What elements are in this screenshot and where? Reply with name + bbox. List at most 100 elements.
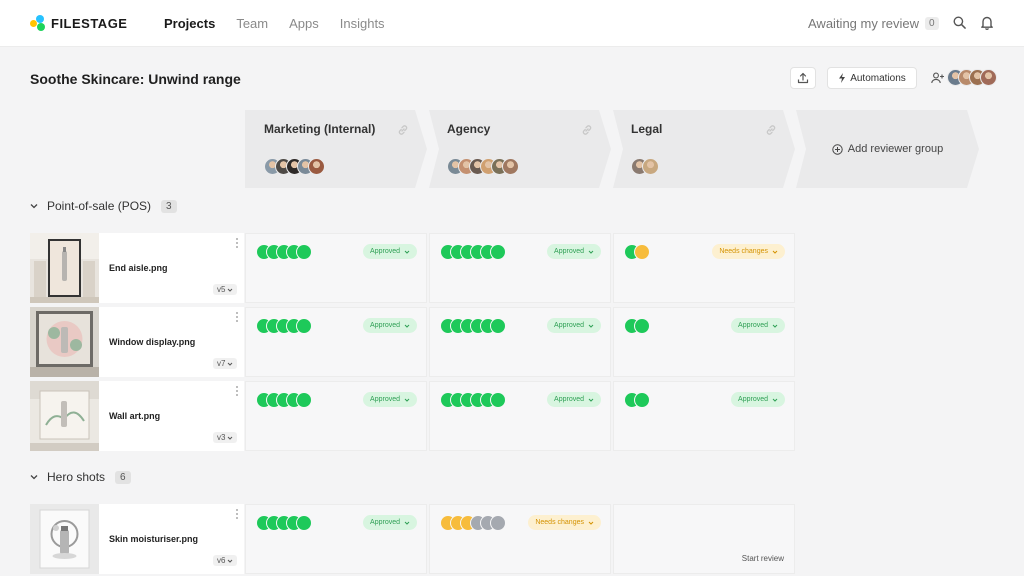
review-status-badge[interactable]: Approved (547, 392, 601, 407)
reviewer-status-dot (296, 318, 312, 334)
file-name[interactable]: Wall art.png (109, 411, 161, 421)
review-status-cell[interactable]: Approved (245, 504, 427, 574)
version-label: v5 (217, 285, 226, 294)
bell-icon[interactable] (980, 15, 994, 30)
reviewer-avatar (642, 158, 659, 175)
upload-icon (797, 72, 809, 84)
file-name[interactable]: Window display.png (109, 337, 196, 347)
nav-insights[interactable]: Insights (339, 16, 385, 31)
file-row[interactable]: Wall art.png v3 (30, 381, 244, 451)
reviewer-status-dot (490, 515, 506, 531)
reviewer-status-dots (440, 244, 506, 260)
section-title: Point-of-sale (POS) (47, 199, 152, 213)
version-selector[interactable]: v3 (213, 432, 238, 443)
review-status-cell[interactable]: Approved (245, 233, 427, 303)
link-icon[interactable] (765, 124, 777, 136)
chevron-down-icon (772, 250, 778, 254)
review-status-label: Approved (554, 248, 584, 255)
review-status-cell[interactable]: Approved (613, 307, 795, 377)
reviewer-status-dots (440, 318, 506, 334)
file-name[interactable]: End aisle.png (109, 263, 168, 273)
awaiting-review-count: 0 (925, 17, 939, 30)
review-status-badge[interactable]: Needs changes (528, 515, 601, 530)
chevron-down-icon (228, 288, 233, 292)
review-status-cell[interactable]: Approved (613, 381, 795, 451)
review-status-badge[interactable]: Approved (731, 392, 785, 407)
more-options-icon[interactable] (235, 311, 239, 323)
chevron-down-icon (228, 559, 233, 563)
version-selector[interactable]: v6 (213, 555, 238, 566)
nav-apps[interactable]: Apps (289, 16, 319, 31)
chevron-down-icon (772, 324, 778, 328)
version-label: v3 (217, 433, 226, 442)
file-row[interactable]: Window display.png v7 (30, 307, 244, 377)
review-status-cell[interactable]: Needs changes (613, 233, 795, 303)
review-status-badge[interactable]: Approved (547, 244, 601, 259)
add-person-icon[interactable] (931, 72, 944, 84)
plus-circle-icon (832, 144, 843, 155)
review-status-cell[interactable]: Approved (245, 307, 427, 377)
start-review-button[interactable]: Start review (741, 554, 784, 563)
review-status-label: Approved (370, 322, 400, 329)
group-avatars (631, 158, 659, 175)
reviewer-status-dots (256, 515, 312, 531)
chevron-down-icon (404, 398, 410, 402)
nav-team[interactable]: Team (236, 16, 269, 31)
reviewer-group-agency[interactable]: Agency (429, 110, 611, 188)
file-thumbnail[interactable] (30, 381, 99, 451)
section-count: 3 (161, 199, 177, 213)
review-status-cell[interactable]: Start review (613, 504, 795, 574)
file-name[interactable]: Skin moisturiser.png (109, 534, 199, 544)
search-icon[interactable] (953, 16, 966, 29)
review-status-label: Approved (554, 396, 584, 403)
link-icon[interactable] (397, 124, 409, 136)
version-selector[interactable]: v5 (213, 284, 238, 295)
reviewer-status-dot (490, 318, 506, 334)
version-selector[interactable]: v7 (213, 358, 238, 369)
more-options-icon[interactable] (235, 237, 239, 249)
reviewer-group-legal[interactable]: Legal (613, 110, 795, 188)
file-row[interactable]: End aisle.png v5 (30, 233, 244, 303)
top-nav-bar: FILESTAGE Projects Team Apps Insights Aw… (0, 0, 1024, 47)
review-status-label: Needs changes (535, 519, 584, 526)
group-avatars (264, 158, 325, 175)
section-header-hero-shots[interactable]: Hero shots 6 (30, 470, 131, 484)
filestage-logo[interactable]: FILESTAGE (30, 15, 127, 31)
nav-projects[interactable]: Projects (164, 16, 216, 31)
review-status-cell[interactable]: Needs changes (429, 504, 611, 574)
automations-label: Automations (850, 72, 906, 84)
review-status-cell[interactable]: Approved (429, 307, 611, 377)
more-options-icon[interactable] (235, 508, 239, 520)
project-members-avatars[interactable] (947, 69, 997, 86)
awaiting-review-link[interactable]: Awaiting my review 0 (808, 16, 939, 31)
group-name: Agency (447, 122, 491, 136)
review-status-badge[interactable]: Approved (731, 318, 785, 333)
review-status-badge[interactable]: Approved (547, 318, 601, 333)
add-reviewer-group-button[interactable]: Add reviewer group (796, 110, 979, 188)
reviewer-status-dot (490, 244, 506, 260)
review-status-cell[interactable]: Approved (429, 233, 611, 303)
link-icon[interactable] (581, 124, 593, 136)
review-status-cell[interactable]: Approved (429, 381, 611, 451)
add-reviewer-group-label: Add reviewer group (847, 143, 944, 155)
logo-mark-icon (30, 15, 48, 31)
more-options-icon[interactable] (235, 385, 239, 397)
review-status-badge[interactable]: Approved (363, 318, 417, 333)
file-thumbnail[interactable] (30, 307, 99, 377)
review-status-badge[interactable]: Approved (363, 244, 417, 259)
review-status-label: Approved (370, 396, 400, 403)
reviewer-group-marketing[interactable]: Marketing (Internal) (245, 110, 427, 188)
review-status-badge[interactable]: Approved (363, 515, 417, 530)
file-thumbnail[interactable] (30, 504, 99, 574)
chevron-down-icon (588, 250, 594, 254)
automations-button[interactable]: Automations (827, 67, 917, 89)
section-header-pos[interactable]: Point-of-sale (POS) 3 (30, 199, 177, 213)
file-thumbnail[interactable] (30, 233, 99, 303)
chevron-down-icon (404, 324, 410, 328)
project-title: Soothe Skincare: Unwind range (30, 71, 241, 87)
upload-button[interactable] (790, 67, 816, 89)
review-status-badge[interactable]: Approved (363, 392, 417, 407)
review-status-badge[interactable]: Needs changes (712, 244, 785, 259)
review-status-cell[interactable]: Approved (245, 381, 427, 451)
file-row[interactable]: Skin moisturiser.png v6 (30, 504, 244, 574)
